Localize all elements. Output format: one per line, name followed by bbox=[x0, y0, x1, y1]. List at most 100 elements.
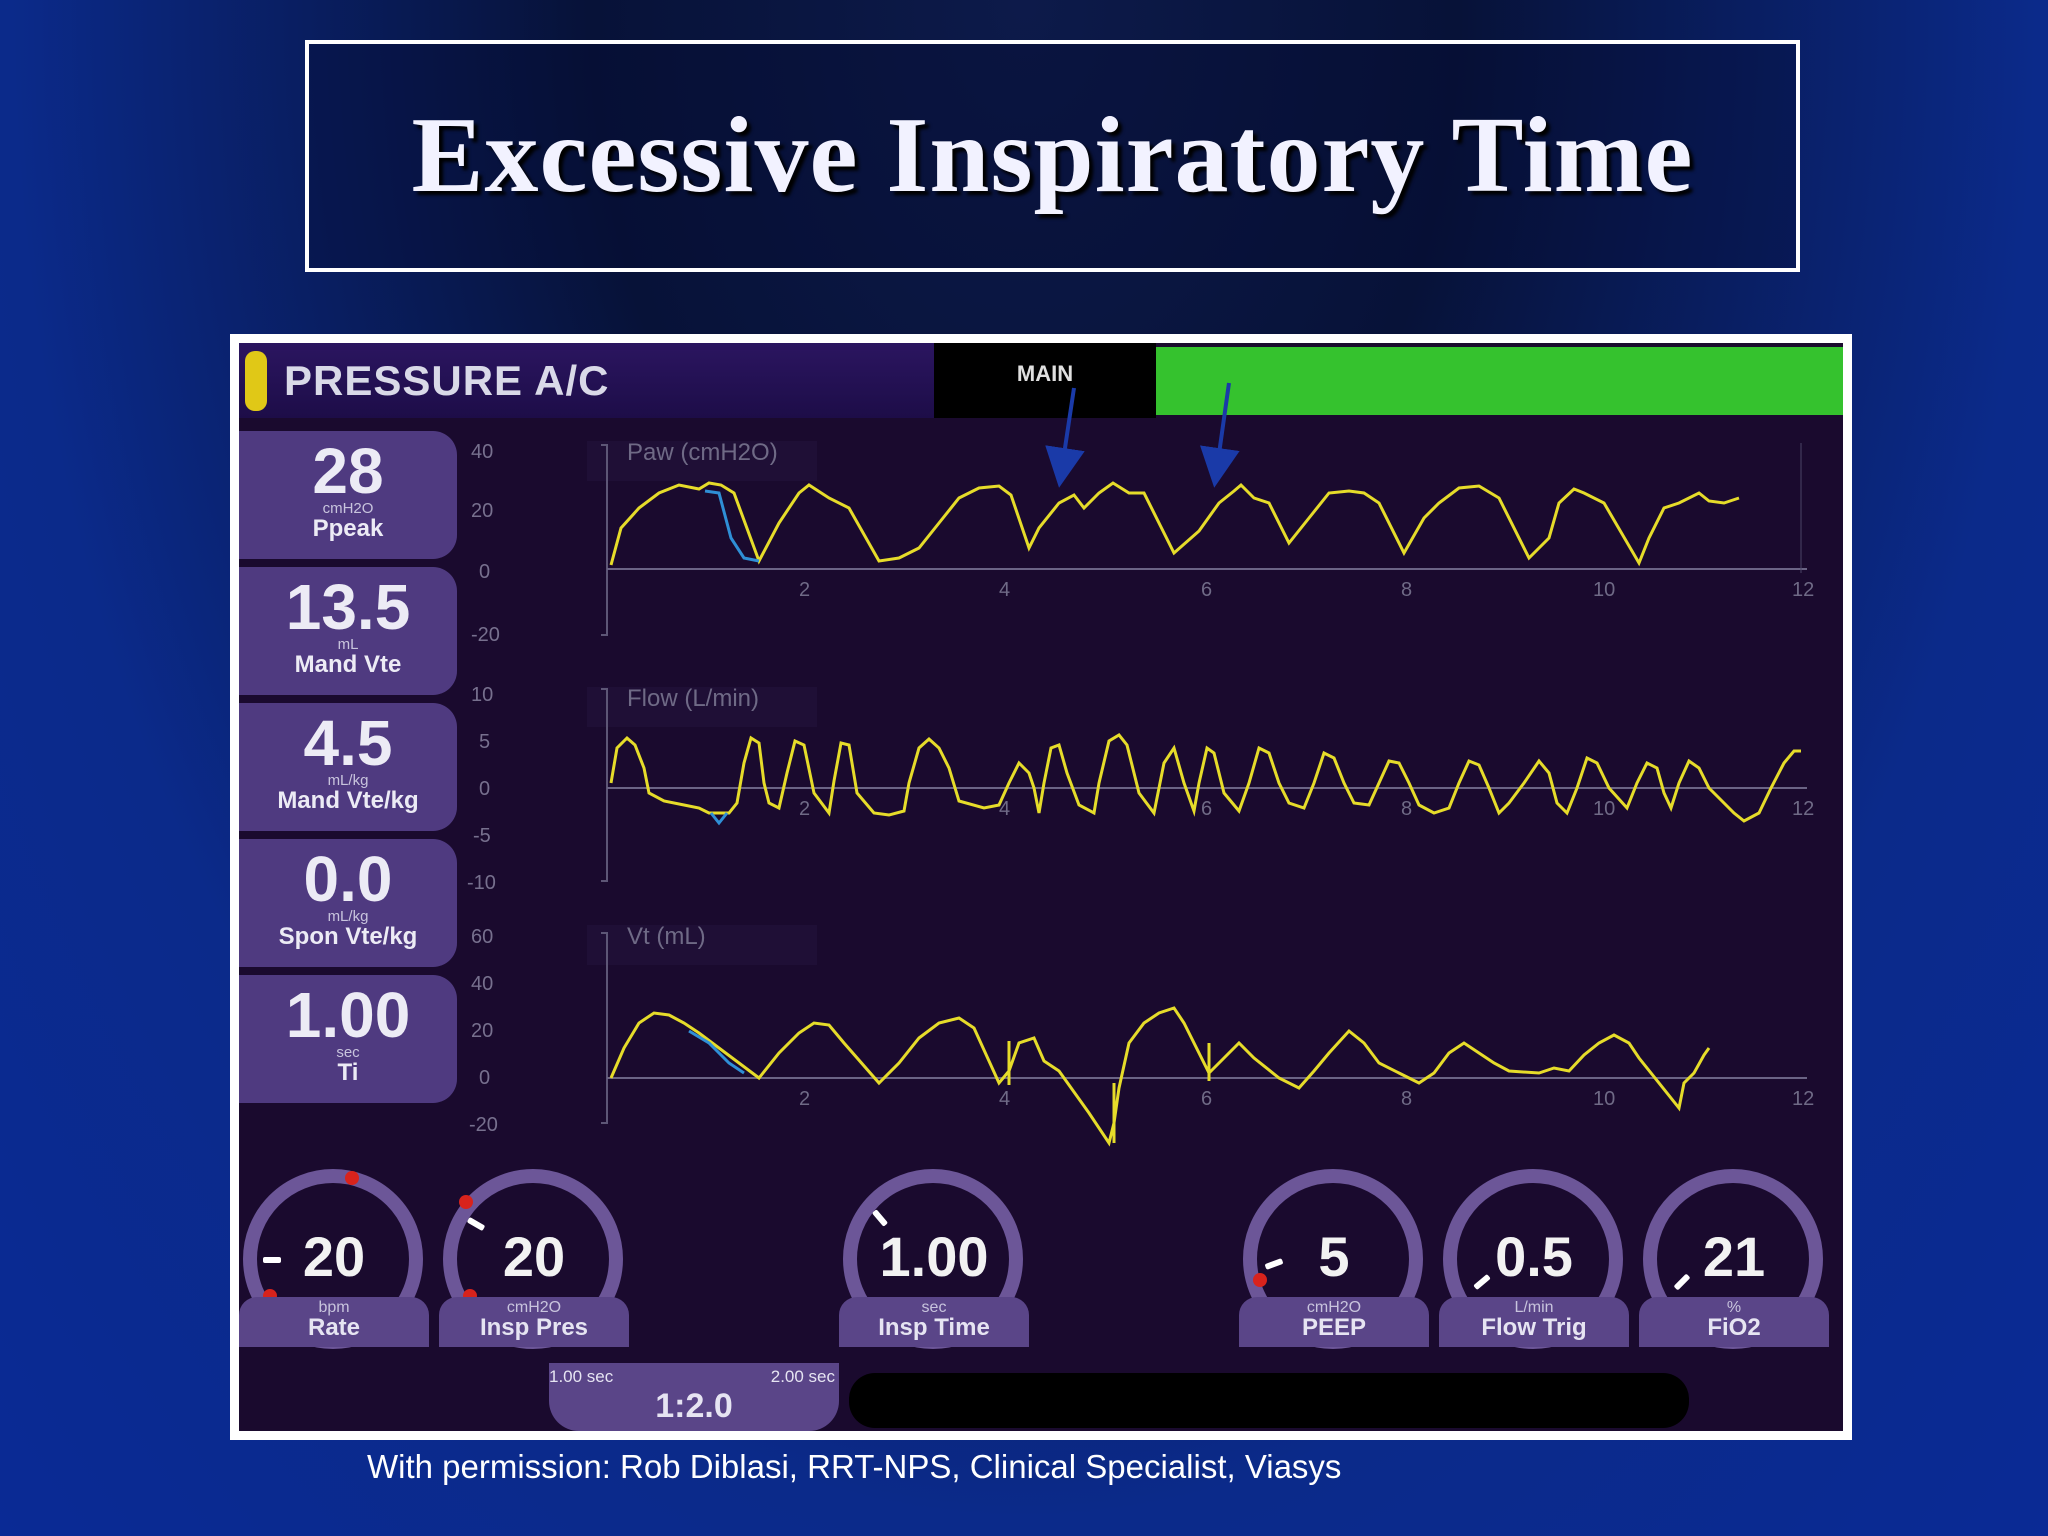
readout-unit: sec bbox=[336, 1044, 360, 1061]
flow-xtick: 12 bbox=[1792, 798, 1814, 820]
readout-value: 4.5 bbox=[303, 707, 393, 779]
paw-ytick: 0 bbox=[479, 561, 490, 583]
readout-value: 13.5 bbox=[285, 571, 411, 643]
vt-waveform-exp bbox=[688, 1029, 745, 1075]
flow-ytick: -5 bbox=[473, 825, 491, 847]
setting-label: PEEP bbox=[1301, 1314, 1367, 1341]
paw-title-bg bbox=[587, 441, 817, 481]
knob-base: bpm Rate bbox=[239, 1297, 429, 1347]
readout-value: 1.00 bbox=[285, 979, 411, 1051]
readout-unit: cmH2O bbox=[322, 500, 374, 517]
readout-value: 28 bbox=[312, 435, 384, 507]
readout-mand-vte-kg: 4.5 mL/kg Mand Vte/kg bbox=[239, 703, 457, 831]
ie-ratio-value: 1:2.0 bbox=[655, 1387, 733, 1425]
setting-label: Rate bbox=[307, 1314, 361, 1341]
readout-label: Mand Vte/kg bbox=[277, 787, 419, 814]
readout-ppeak: 28 cmH2O Ppeak bbox=[239, 431, 457, 559]
vt-ytick: -20 bbox=[469, 1114, 498, 1136]
vt-xtick: 4 bbox=[999, 1088, 1010, 1110]
setting-peep[interactable]: 5 cmH2O PEEP bbox=[1239, 1169, 1429, 1369]
setting-label: Flow Trig bbox=[1481, 1314, 1587, 1341]
vt-ytick: 20 bbox=[471, 1020, 493, 1042]
vt-xtick: 12 bbox=[1792, 1088, 1814, 1110]
vt-title-bg bbox=[587, 925, 817, 965]
flow-xtick: 2 bbox=[799, 798, 810, 820]
setting-label: Insp Pres bbox=[479, 1314, 589, 1341]
readout-unit: mL/kg bbox=[327, 772, 369, 789]
paw-xtick: 2 bbox=[799, 579, 810, 601]
waveform-panel: Paw (cmH2O) 40 20 0 -20 2 4 6 8 10 12 bbox=[467, 382, 1814, 1147]
setting-unit: bpm bbox=[318, 1299, 350, 1316]
flow-title-bg bbox=[587, 687, 817, 727]
slide-title: Excessive Inspiratory Time bbox=[411, 96, 1694, 215]
paw-xtick: 6 bbox=[1201, 579, 1212, 601]
flow-chart: Flow (L/min) 10 5 0 -5 -10 2 4 6 8 10 12 bbox=[467, 684, 1814, 894]
alarm-limit-marker bbox=[459, 1195, 473, 1209]
knob-pointer bbox=[263, 1257, 281, 1263]
flow-xtick: 4 bbox=[999, 798, 1010, 820]
knob-base: cmH2O Insp Pres bbox=[439, 1297, 629, 1347]
readout-unit: mL/kg bbox=[327, 908, 369, 925]
readout-label: Mand Vte bbox=[294, 651, 402, 678]
setting-value: 5 bbox=[1318, 1225, 1350, 1288]
knob-base: sec Insp Time bbox=[839, 1297, 1029, 1347]
ie-exp-time: 2.00 sec bbox=[770, 1367, 835, 1386]
setting-value: 21 bbox=[1702, 1225, 1766, 1288]
setting-insp-pres[interactable]: 20 cmH2O Insp Pres bbox=[439, 1169, 629, 1369]
paw-ytick: 40 bbox=[471, 441, 493, 463]
annotation-arrow bbox=[1199, 382, 1240, 488]
message-bar bbox=[849, 1373, 1689, 1428]
flow-ytick: 10 bbox=[471, 684, 493, 706]
setting-unit: sec bbox=[921, 1299, 947, 1316]
flow-xtick: 10 bbox=[1593, 798, 1615, 820]
paw-ytick: 20 bbox=[471, 500, 493, 522]
setting-unit: cmH2O bbox=[506, 1299, 562, 1316]
setting-value: 0.5 bbox=[1495, 1225, 1573, 1288]
readout-value: 0.0 bbox=[303, 843, 393, 915]
vt-waveform-insp bbox=[609, 1006, 1711, 1147]
readout-unit: mL bbox=[337, 636, 359, 653]
alarm-limit-marker bbox=[1253, 1273, 1267, 1287]
vt-xtick: 6 bbox=[1201, 1088, 1212, 1110]
flow-waveform-insp bbox=[609, 733, 1801, 823]
paw-waveform-exp bbox=[704, 489, 760, 563]
readout-label: Ti bbox=[337, 1059, 359, 1086]
paw-xtick: 12 bbox=[1792, 579, 1814, 601]
setting-unit: L/min bbox=[1514, 1299, 1554, 1316]
flow-ytick: 5 bbox=[479, 731, 490, 753]
top-bar: PRESSURE A/C MAIN bbox=[239, 343, 1843, 418]
tab-main[interactable]: MAIN bbox=[934, 343, 1156, 418]
status-bar bbox=[1156, 347, 1843, 415]
paw-xtick: 8 bbox=[1401, 579, 1412, 601]
paw-title: Paw (cmH2O) bbox=[627, 439, 778, 466]
annotation-arrow bbox=[1045, 387, 1085, 488]
vt-ytick: 0 bbox=[479, 1067, 490, 1089]
flow-xtick: 8 bbox=[1401, 798, 1412, 820]
ventilator-screen: PRESSURE A/C MAIN 28 cmH2O Ppeak 13.5 mL… bbox=[239, 343, 1843, 1431]
vt-xtick: 8 bbox=[1401, 1088, 1412, 1110]
paw-ytick: -20 bbox=[471, 624, 500, 646]
readout-label: Ppeak bbox=[312, 515, 384, 542]
paw-xtick: 10 bbox=[1593, 579, 1615, 601]
setting-fio2[interactable]: 21 % FiO2 bbox=[1639, 1169, 1829, 1369]
paw-chart: Paw (cmH2O) 40 20 0 -20 2 4 6 8 10 12 bbox=[471, 382, 1814, 646]
setting-rate[interactable]: 20 bpm Rate bbox=[239, 1169, 429, 1369]
mode-indicator: PRESSURE A/C bbox=[239, 343, 934, 418]
knob-base: cmH2O PEEP bbox=[1239, 1297, 1429, 1347]
readout-spon-vte-kg: 0.0 mL/kg Spon Vte/kg bbox=[239, 839, 457, 967]
ie-insp-time: 1.00 sec bbox=[549, 1367, 614, 1386]
mode-status-pill bbox=[245, 350, 267, 411]
flow-ytick: -10 bbox=[467, 872, 496, 894]
setting-unit: % bbox=[1726, 1299, 1742, 1316]
setting-value: 20 bbox=[302, 1225, 366, 1288]
vt-chart: Vt (mL) 60 40 20 0 -20 2 4 6 8 10 12 bbox=[469, 923, 1814, 1147]
vt-xtick: 2 bbox=[799, 1088, 810, 1110]
setting-value: 1.00 bbox=[879, 1225, 989, 1288]
vt-ytick: 60 bbox=[471, 926, 493, 948]
setting-insp-time[interactable]: 1.00 sec Insp Time bbox=[839, 1169, 1029, 1369]
paw-xtick: 4 bbox=[999, 579, 1010, 601]
ventilator-screenshot: PRESSURE A/C MAIN 28 cmH2O Ppeak 13.5 mL… bbox=[230, 334, 1852, 1440]
setting-value: 20 bbox=[502, 1225, 566, 1288]
setting-flow-trig[interactable]: 0.5 L/min Flow Trig bbox=[1439, 1169, 1629, 1369]
ie-ratio-display: 1.00 sec 2.00 sec 1:2.0 bbox=[549, 1363, 839, 1431]
